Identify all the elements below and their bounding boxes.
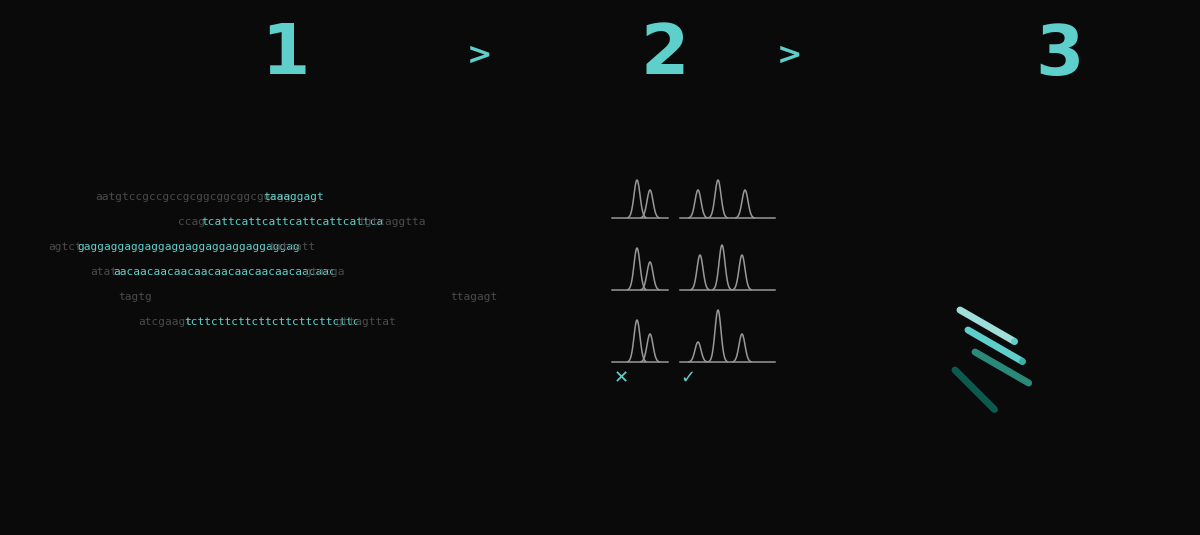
Text: tataatt: tataatt bbox=[269, 242, 316, 252]
Text: ttagagt: ttagagt bbox=[450, 292, 497, 302]
Text: ccag: ccag bbox=[178, 217, 205, 227]
Text: gaggaggaggaggaggaggaggaggaggaggag: gaggaggaggaggaggaggaggaggaggaggag bbox=[77, 242, 300, 252]
Text: 1: 1 bbox=[260, 21, 310, 88]
Text: taaaggagt: taaaggagt bbox=[263, 192, 324, 202]
Text: ✕: ✕ bbox=[614, 369, 629, 387]
Text: gttagttat: gttagttat bbox=[335, 317, 396, 327]
Text: agtct: agtct bbox=[48, 242, 82, 252]
Text: tgtcaggtta: tgtcaggtta bbox=[358, 217, 425, 227]
Text: >: > bbox=[778, 41, 803, 70]
Text: gtacga: gtacga bbox=[305, 267, 346, 277]
Text: aatgtccgccgccgcggcggcggcggcgg: aatgtccgccgccgcggcggcggcggcgg bbox=[95, 192, 290, 202]
Text: 2: 2 bbox=[641, 21, 689, 88]
Text: atat: atat bbox=[90, 267, 118, 277]
Text: ✓: ✓ bbox=[680, 369, 695, 387]
Text: >: > bbox=[467, 41, 493, 70]
Text: tcttcttcttcttcttcttcttcttc: tcttcttcttcttcttcttcttcttc bbox=[185, 317, 360, 327]
Text: aacaacaacaacaacaacaacaacaacaacaac: aacaacaacaacaacaacaacaacaacaacaac bbox=[113, 267, 336, 277]
Text: 3: 3 bbox=[1036, 21, 1084, 88]
Text: tcattcattcattcattcattcattca: tcattcattcattcattcattcattca bbox=[202, 217, 384, 227]
Text: atcgaagt: atcgaagt bbox=[138, 317, 192, 327]
Text: tagtg: tagtg bbox=[118, 292, 151, 302]
